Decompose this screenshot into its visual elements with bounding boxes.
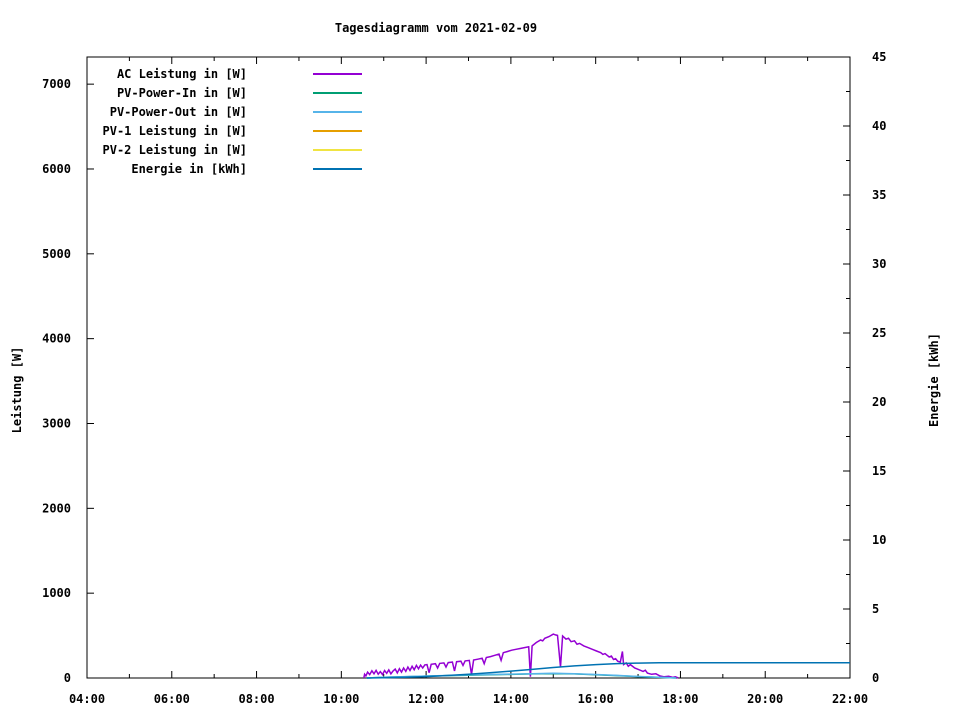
y-right-tick-label: 40 (872, 119, 886, 133)
series-line-energie-in-kwh (366, 662, 850, 679)
x-axis-tick-label: 22:00 (832, 692, 868, 706)
legend-line-sample (313, 129, 362, 132)
y-left-tick-label: 3000 (42, 416, 71, 430)
x-axis-tick-label: 06:00 (154, 692, 190, 706)
legend-label: Energie in [kWh] (131, 161, 247, 176)
legend-row-pv1-leistung: PV-1 Leistung in [W] (90, 121, 362, 140)
legend-row-pv2-leistung: PV-2 Leistung in [W] (90, 140, 362, 159)
legend-row-pv-power-out: PV-Power-Out in [W] (90, 102, 362, 121)
legend-row-ac-leistung: AC Leistung in [W] (90, 64, 362, 83)
x-axis-tick-label: 14:00 (493, 692, 529, 706)
y-left-tick-label: 5000 (42, 247, 71, 261)
y-left-tick-label: 0 (64, 671, 71, 685)
left-axis-label: Leistung [W] (10, 346, 24, 434)
y-right-tick-label: 15 (872, 464, 886, 478)
y-right-tick-label: 25 (872, 326, 886, 340)
x-axis-tick-label: 12:00 (408, 692, 444, 706)
right-axis-label: Energie [kWh] (927, 333, 941, 427)
y-right-tick-label: 45 (872, 50, 886, 64)
legend-label: PV-1 Leistung in [W] (102, 123, 248, 138)
legend-line-sample (313, 91, 362, 94)
x-axis-tick-label: 10:00 (323, 692, 359, 706)
legend-row-energie: Energie in [kWh] (90, 159, 362, 178)
legend-row-pv-power-in: PV-Power-In in [W] (90, 83, 362, 102)
y-right-tick-label: 30 (872, 257, 886, 271)
legend-line-sample (313, 72, 362, 75)
legend-label: AC Leistung in [W] (116, 66, 247, 81)
legend-label: PV-Power-In in [W] (116, 85, 247, 100)
legend-line-sample (313, 148, 362, 151)
x-axis-tick-label: 20:00 (747, 692, 783, 706)
x-axis-tick-label: 04:00 (69, 692, 105, 706)
x-axis-tick-label: 16:00 (578, 692, 614, 706)
y-left-tick-label: 1000 (42, 586, 71, 600)
x-axis-tick-label: 08:00 (238, 692, 274, 706)
y-right-tick-label: 35 (872, 188, 886, 202)
chart-title: Tagesdiagramm vom 2021-02-09 (334, 21, 538, 35)
y-right-tick-label: 10 (872, 533, 886, 547)
series-line-ac-leistung-in-w (363, 633, 679, 679)
y-right-tick-label: 5 (872, 602, 879, 616)
y-left-tick-label: 6000 (42, 162, 71, 176)
chart-legend: AC Leistung in [W] PV-Power-In in [W] PV… (90, 64, 362, 178)
y-left-tick-label: 2000 (42, 501, 71, 515)
legend-label: PV-2 Leistung in [W] (102, 142, 248, 157)
y-left-tick-label: 7000 (42, 77, 71, 91)
legend-label: PV-Power-Out in [W] (109, 104, 247, 119)
y-right-tick-label: 0 (872, 671, 879, 685)
y-right-tick-label: 20 (872, 395, 886, 409)
legend-line-sample (313, 167, 362, 170)
x-axis-tick-label: 18:00 (662, 692, 698, 706)
y-left-tick-label: 4000 (42, 332, 71, 346)
legend-line-sample (313, 110, 362, 113)
